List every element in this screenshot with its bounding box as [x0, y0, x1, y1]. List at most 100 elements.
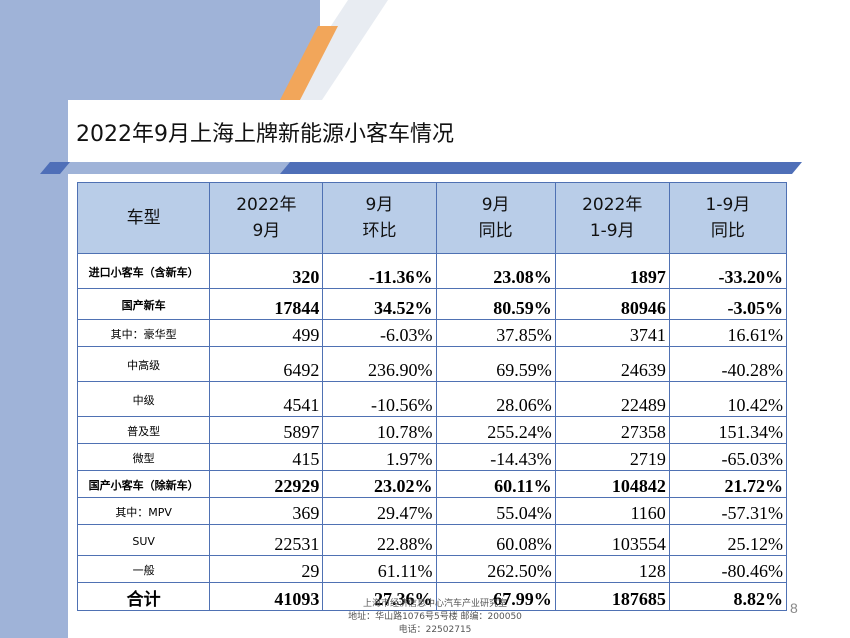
cell-mom: 61.11% [322, 555, 437, 583]
cell-ytd: 3741 [554, 319, 670, 347]
cell-yoy: 67.99% [435, 582, 556, 611]
cell-yoy: 60.11% [435, 470, 556, 498]
cell-ytd-yoy: -80.46% [668, 555, 788, 583]
row-model: 国产小客车（除新车） [76, 470, 211, 498]
table-row: 其中：MPV 369 29.47% 55.04% 1160 -57.31% [76, 497, 788, 525]
cell-ytd-yoy: 10.42% [668, 381, 788, 417]
cell-yoy: 255.24% [435, 416, 556, 444]
header-yoy: 9月 同比 [435, 182, 556, 254]
cell-yoy: 55.04% [435, 497, 556, 525]
cell-ytd-yoy: 25.12% [668, 524, 788, 556]
cell-ytd: 1897 [554, 253, 670, 289]
cell-sep: 6492 [209, 346, 324, 382]
cell-yoy: 37.85% [435, 319, 556, 347]
cell-ytd: 104842 [554, 470, 670, 498]
cell-mom: 29.47% [322, 497, 437, 525]
cell-ytd-yoy: 16.61% [668, 319, 788, 347]
cell-yoy: 23.08% [435, 253, 556, 289]
row-model: 其中：MPV [76, 497, 211, 525]
cell-sep: 5897 [209, 416, 324, 444]
cell-mom: 22.88% [322, 524, 437, 556]
table-row: SUV 22531 22.88% 60.08% 103554 25.12% [76, 524, 788, 556]
row-model: 中高级 [76, 346, 211, 382]
table-row: 国产新车 17844 34.52% 80.59% 80946 -3.05% [76, 288, 788, 320]
header-sep-2022: 2022年 9月 [209, 182, 324, 254]
cell-ytd: 22489 [554, 381, 670, 417]
cell-ytd-yoy: -33.20% [668, 253, 788, 289]
footer-contact: 上海市经济信息中心汽车产业研究室 地址：华山路1076号5号楼 邮编：20005… [0, 598, 850, 637]
cell-ytd-yoy: 21.72% [668, 470, 788, 498]
cell-yoy: 60.08% [435, 524, 556, 556]
row-model: 进口小客车（含新车） [76, 253, 211, 289]
row-model: 微型 [76, 443, 211, 471]
cell-mom: 23.02% [322, 470, 437, 498]
table-row: 中级 4541 -10.56% 28.06% 22489 10.42% [76, 381, 788, 417]
cell-ytd: 1160 [554, 497, 670, 525]
cell-ytd: 80946 [554, 288, 670, 320]
table-row: 普及型 5897 10.78% 255.24% 27358 151.34% [76, 416, 788, 444]
header-ytd-yoy: 1-9月 同比 [668, 182, 788, 254]
slide-title: 2022年9月上海上牌新能源小客车情况 [76, 122, 454, 147]
cell-ytd: 128 [554, 555, 670, 583]
cell-ytd-yoy: -3.05% [668, 288, 788, 320]
title-underline-bar [40, 162, 802, 174]
cell-ytd-yoy: 151.34% [668, 416, 788, 444]
table-row: 其中：豪华型 499 -6.03% 37.85% 3741 16.61% [76, 319, 788, 347]
footer-phone: 电话：22502715 [398, 625, 472, 635]
table-row: 进口小客车（含新车） 320 -11.36% 23.08% 1897 -33.2… [76, 253, 788, 289]
cell-ytd-yoy: -57.31% [668, 497, 788, 525]
top-decor-band [0, 0, 320, 100]
cell-sep: 415 [209, 443, 324, 471]
cell-yoy: 80.59% [435, 288, 556, 320]
cell-sep: 22929 [209, 470, 324, 498]
row-model: 中级 [76, 381, 211, 417]
cell-mom: 27.36% [322, 582, 437, 611]
left-decor-band [0, 0, 68, 638]
cell-ytd: 2719 [554, 443, 670, 471]
header-mom: 9月 环比 [322, 182, 437, 254]
cell-ytd-yoy: -65.03% [668, 443, 788, 471]
cell-sep: 17844 [209, 288, 324, 320]
cell-sep: 320 [209, 253, 324, 289]
row-model: 合计 [76, 582, 211, 611]
cell-yoy: 262.50% [435, 555, 556, 583]
table-row: 微型 415 1.97% -14.43% 2719 -65.03% [76, 443, 788, 471]
table-row-total: 合计 41093 27.36% 67.99% 187685 8.82% [76, 582, 788, 611]
cell-sep: 4541 [209, 381, 324, 417]
row-model: 普及型 [76, 416, 211, 444]
row-model: SUV [76, 524, 211, 556]
cell-ytd: 24639 [554, 346, 670, 382]
cell-sep: 22531 [209, 524, 324, 556]
cell-sep: 369 [209, 497, 324, 525]
cell-ytd: 103554 [554, 524, 670, 556]
cell-yoy: 69.59% [435, 346, 556, 382]
cell-ytd: 27358 [554, 416, 670, 444]
table-row: 国产小客车（除新车） 22929 23.02% 60.11% 104842 21… [76, 470, 788, 498]
cell-mom: 10.78% [322, 416, 437, 444]
cell-sep: 41093 [209, 582, 324, 611]
page-number: 8 [790, 600, 798, 616]
cell-yoy: -14.43% [435, 443, 556, 471]
row-model: 其中：豪华型 [76, 319, 211, 347]
table-header-row: 车型 2022年 9月 9月 环比 9月 同比 2022年 1-9月 1-9月 同比 [76, 182, 788, 254]
cell-mom: 1.97% [322, 443, 437, 471]
cell-sep: 499 [209, 319, 324, 347]
row-model: 一般 [76, 555, 211, 583]
row-model: 国产新车 [76, 288, 211, 320]
cell-sep: 29 [209, 555, 324, 583]
footer-org: 上海市经济信息中心汽车产业研究室 [362, 599, 507, 609]
cell-mom: -6.03% [322, 319, 437, 347]
table-row: 中高级 6492 236.90% 69.59% 24639 -40.28% [76, 346, 788, 382]
header-ytd-2022: 2022年 1-9月 [554, 182, 670, 254]
footer-address: 地址：华山路1076号5号楼 邮编：200050 [348, 612, 522, 622]
cell-ytd-yoy: 8.82% [668, 582, 788, 611]
cell-mom: -10.56% [322, 381, 437, 417]
cell-mom: 236.90% [322, 346, 437, 382]
cell-mom: -11.36% [322, 253, 437, 289]
table-row: 一般 29 61.11% 262.50% 128 -80.46% [76, 555, 788, 583]
cell-mom: 34.52% [322, 288, 437, 320]
cell-ytd: 187685 [554, 582, 670, 611]
header-model: 车型 [76, 182, 211, 254]
nev-registration-table: 车型 2022年 9月 9月 环比 9月 同比 2022年 1-9月 1-9月 同比 进口… [76, 182, 788, 611]
cell-yoy: 28.06% [435, 381, 556, 417]
